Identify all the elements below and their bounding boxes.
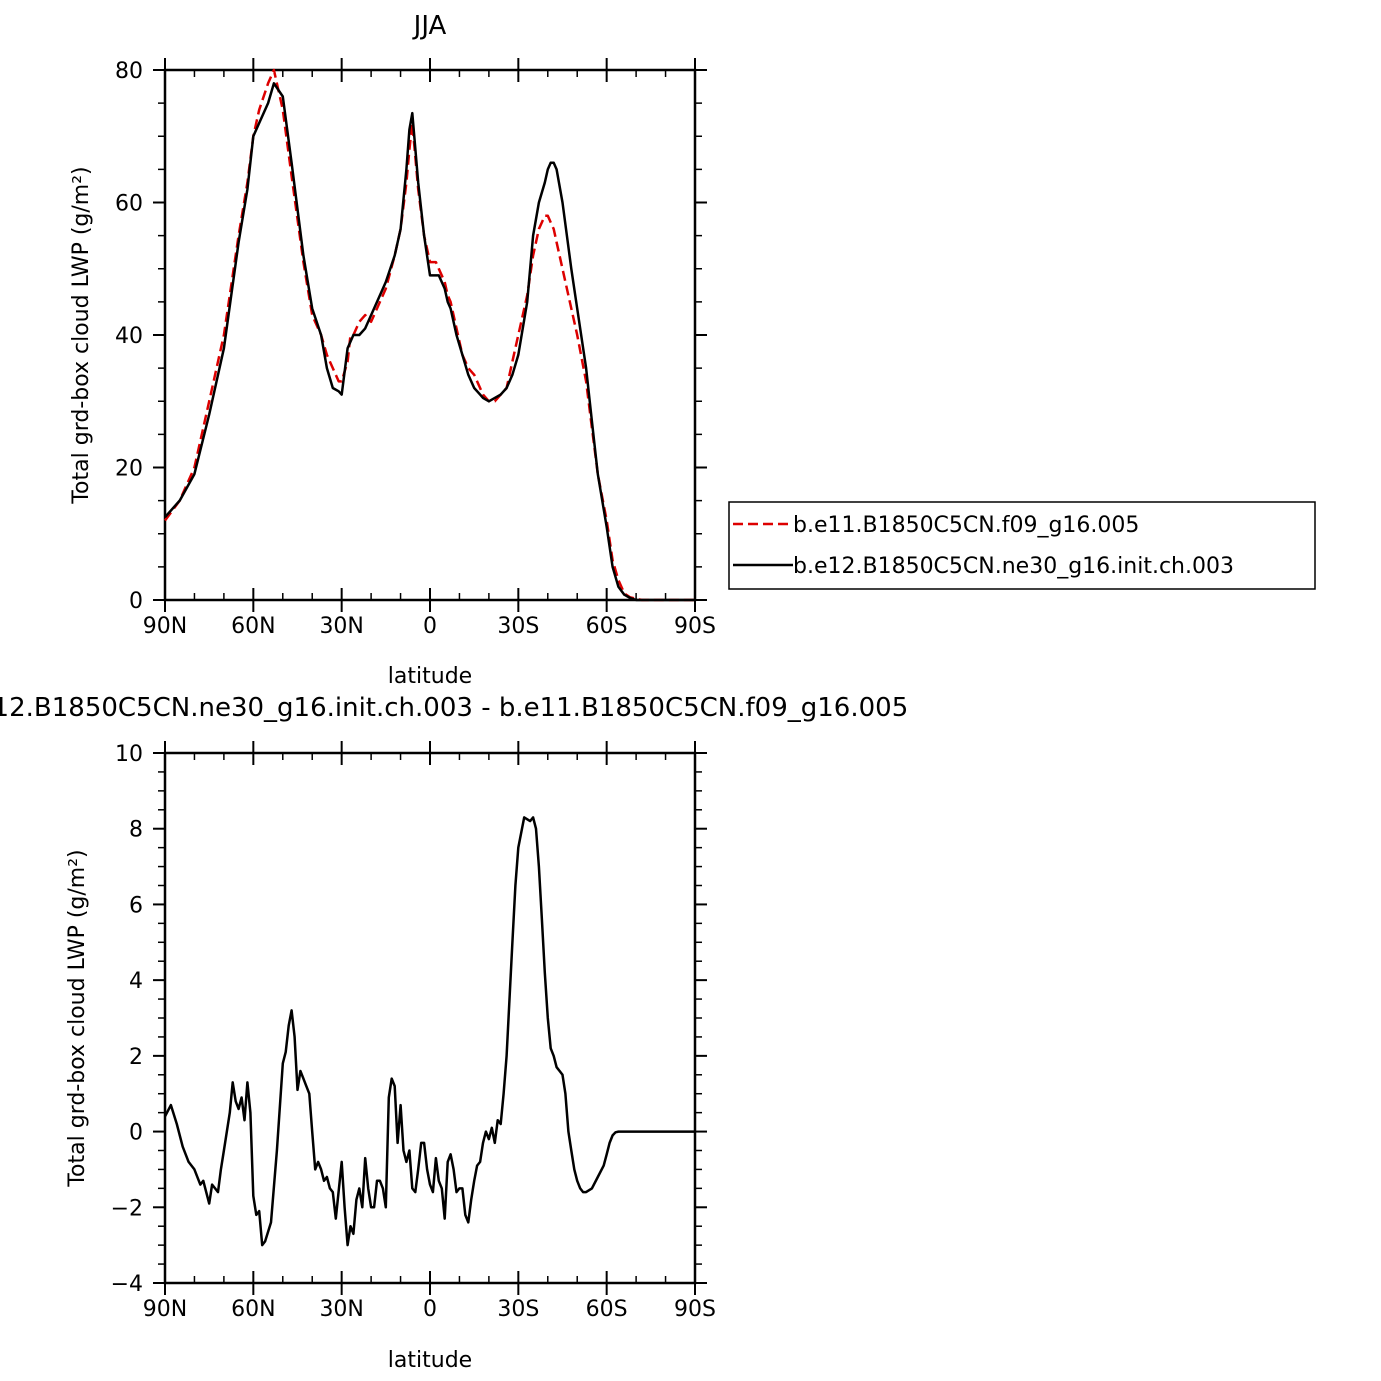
x-tick-label: 90S <box>674 614 716 639</box>
x-axis-label: latitude <box>388 664 472 689</box>
top-chart: JJA 90N 60N 30N 0 30S 60S 90S 0 20 40 60 80 latitud… <box>69 11 1316 689</box>
x-tick-label: 30S <box>497 1297 539 1322</box>
x-tick-label: 60S <box>586 1297 628 1322</box>
y-tick-label: 2 <box>129 1045 143 1070</box>
y-tick-label: −4 <box>111 1272 143 1297</box>
chart-title: b.e12.B1850C5CN.ne30_g16.init.ch.003 - b… <box>0 693 908 723</box>
y-tick-label: 40 <box>115 324 143 349</box>
x-tick-label: 90S <box>674 1297 716 1322</box>
y-tick-label: 8 <box>129 818 143 843</box>
difference-chart: b.e12.B1850C5CN.ne30_g16.init.ch.003 - b… <box>0 693 908 1373</box>
plot-frame <box>163 68 697 602</box>
x-axis-label: latitude <box>388 1348 472 1373</box>
series-group <box>163 68 695 602</box>
x-tick-label: 60S <box>586 614 628 639</box>
x-tick-label: 30N <box>319 1297 363 1322</box>
axis-ticks: 90N 60N 30N 0 30S 60S 90S 0 20 40 60 80 <box>115 58 716 639</box>
series-line-0 <box>163 68 695 602</box>
axis-ticks: 90N 60N 30N 0 30S 60S 90S −4 −2 0 2 4 6 8 10 <box>111 741 716 1322</box>
legend-label-0: b.e11.B1850C5CN.f09_g16.005 <box>793 513 1139 538</box>
x-tick-label: 0 <box>423 614 437 639</box>
plot-frame <box>163 751 697 1285</box>
y-axis-label: Total grd-box cloud LWP (g/m²) <box>65 849 90 1187</box>
y-tick-label: 20 <box>115 457 143 482</box>
legend: b.e11.B1850C5CN.f09_g16.005 b.e12.B1850C… <box>728 501 1316 590</box>
x-tick-label: 30S <box>497 614 539 639</box>
x-tick-label: 60N <box>231 1297 275 1322</box>
y-tick-label: 10 <box>115 742 143 767</box>
y-tick-label: 60 <box>115 192 143 217</box>
y-tick-label: 6 <box>129 893 143 918</box>
x-tick-label: 60N <box>231 614 275 639</box>
y-tick-label: 80 <box>115 59 143 84</box>
x-tick-label: 90N <box>143 1297 187 1322</box>
y-tick-label: 0 <box>129 589 143 614</box>
series-line-1 <box>164 82 695 602</box>
y-tick-label: 4 <box>129 969 143 994</box>
chart-title: JJA <box>412 11 447 41</box>
x-tick-label: 30N <box>319 614 363 639</box>
y-tick-label: 0 <box>129 1121 143 1146</box>
x-tick-label: 0 <box>423 1297 437 1322</box>
series-group <box>163 816 695 1247</box>
y-tick-label: −2 <box>111 1196 143 1221</box>
x-tick-label: 90N <box>143 614 187 639</box>
y-axis-label: Total grd-box cloud LWP (g/m²) <box>69 166 94 504</box>
series-line-0 <box>163 816 695 1247</box>
legend-box <box>728 501 1316 590</box>
legend-label-1: b.e12.B1850C5CN.ne30_g16.init.ch.003 <box>793 554 1234 579</box>
